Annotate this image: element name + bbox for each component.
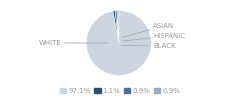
Wedge shape: [115, 11, 119, 43]
Text: BLACK: BLACK: [122, 43, 175, 49]
Wedge shape: [113, 11, 119, 43]
Text: HISPANIC: HISPANIC: [123, 33, 185, 41]
Text: ASIAN: ASIAN: [123, 23, 174, 37]
Legend: 97.1%, 1.1%, 0.9%, 0.9%: 97.1%, 1.1%, 0.9%, 0.9%: [57, 85, 183, 96]
Wedge shape: [117, 10, 119, 43]
Text: WHITE: WHITE: [39, 40, 108, 46]
Wedge shape: [86, 10, 151, 76]
